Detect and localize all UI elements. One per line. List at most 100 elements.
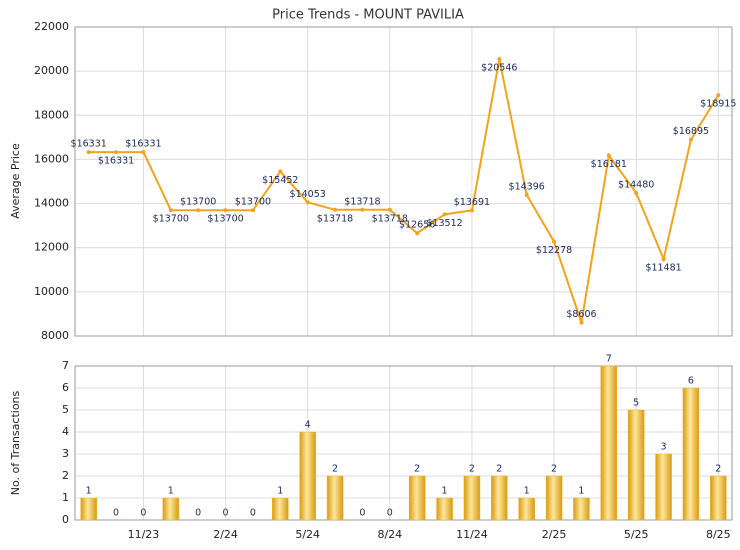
bar	[436, 497, 453, 521]
point	[661, 257, 666, 262]
x-tick-label: 8/25	[706, 528, 731, 541]
x-tick-label: 2/25	[542, 528, 567, 541]
bar	[600, 365, 618, 521]
data-label: $18915	[700, 99, 736, 110]
point	[442, 212, 447, 217]
x-tick-label: 5/25	[624, 528, 649, 541]
data-label: 2	[496, 464, 502, 475]
data-label: 0	[250, 508, 256, 519]
y-tick-label: 18000	[34, 108, 69, 121]
y-tick-label: 10000	[34, 285, 69, 298]
data-label: $11481	[645, 263, 681, 274]
data-label: 0	[113, 508, 119, 519]
data-label: $13718	[372, 213, 408, 224]
y-tick-label: 2	[62, 469, 69, 482]
data-label: $13700	[180, 197, 216, 208]
point	[552, 239, 557, 244]
point	[606, 153, 611, 158]
point	[223, 208, 228, 213]
y-tick-label: 1	[62, 491, 69, 504]
data-label: 1	[524, 486, 530, 497]
point	[524, 192, 529, 197]
y-axis-title: Average Price	[9, 143, 22, 219]
data-label: $12656	[399, 220, 435, 231]
data-label: 4	[305, 420, 311, 431]
data-label: $13718	[317, 213, 353, 224]
data-label: 6	[688, 376, 694, 387]
bar	[545, 475, 563, 521]
data-label: $13691	[454, 197, 490, 208]
x-tick-label: 11/24	[456, 528, 488, 541]
point	[305, 200, 310, 205]
data-label: 0	[359, 508, 365, 519]
y-tick-label: 6	[62, 381, 69, 394]
bar	[162, 497, 180, 521]
data-label: $14396	[509, 181, 545, 192]
data-label: $20546	[481, 63, 517, 74]
data-label: $13700	[207, 214, 243, 225]
data-label: $16331	[71, 139, 107, 150]
point	[278, 169, 283, 174]
data-label: $16331	[98, 156, 134, 167]
point	[114, 150, 119, 155]
data-label: 5	[633, 398, 639, 409]
point	[86, 150, 91, 155]
point	[634, 190, 639, 195]
data-label: 1	[168, 486, 174, 497]
chart-title: Price Trends - MOUNT PAVILIA	[272, 8, 464, 23]
point	[716, 93, 721, 98]
bar	[682, 387, 700, 521]
data-label: 0	[195, 508, 201, 519]
data-label: $16331	[125, 139, 161, 150]
point	[688, 137, 693, 142]
data-label: 1	[442, 486, 448, 497]
y-tick-label: 7	[62, 359, 69, 372]
y-axis-title: No. of Transactions	[9, 390, 22, 495]
data-label: 2	[414, 464, 420, 475]
y-tick-label: 14000	[34, 197, 69, 210]
bar	[463, 475, 481, 521]
data-label: 1	[578, 486, 584, 497]
data-label: $16181	[591, 159, 627, 170]
plot-frame	[74, 365, 733, 521]
bar	[518, 497, 535, 521]
data-label: 2	[715, 464, 721, 475]
y-tick-label: 8000	[41, 329, 69, 342]
data-label: 0	[140, 508, 146, 519]
bar	[655, 453, 672, 521]
point	[497, 57, 502, 62]
x-tick-label: 2/24	[213, 528, 238, 541]
data-label: $13512	[426, 218, 462, 229]
point	[168, 208, 173, 213]
y-tick-label: 5	[62, 403, 69, 416]
data-label: $13718	[344, 196, 380, 207]
y-tick-label: 20000	[34, 64, 69, 77]
data-label: 2	[469, 464, 475, 475]
bar	[491, 475, 508, 521]
bar	[80, 497, 97, 521]
y-tick-label: 22000	[34, 20, 69, 33]
y-tick-label: 4	[62, 425, 69, 438]
data-label: $13700	[153, 214, 189, 225]
point	[196, 208, 201, 213]
point	[360, 207, 365, 212]
y-tick-label: 16000	[34, 152, 69, 165]
data-label: 2	[332, 464, 338, 475]
bar	[272, 497, 289, 521]
bar	[408, 475, 426, 521]
x-tick-label: 11/23	[128, 528, 160, 541]
data-label: 1	[277, 486, 283, 497]
data-label: $14480	[618, 179, 654, 190]
y-tick-label: 3	[62, 447, 69, 460]
data-label: 0	[223, 508, 229, 519]
data-label: $14053	[290, 189, 326, 200]
plot-frame	[74, 26, 733, 337]
data-label: 2	[551, 464, 557, 475]
y-tick-label: 12000	[34, 241, 69, 254]
point	[469, 208, 474, 213]
point	[250, 208, 255, 213]
y-tick-label: 0	[62, 513, 69, 526]
data-label: $15452	[262, 175, 298, 186]
point	[387, 207, 392, 212]
